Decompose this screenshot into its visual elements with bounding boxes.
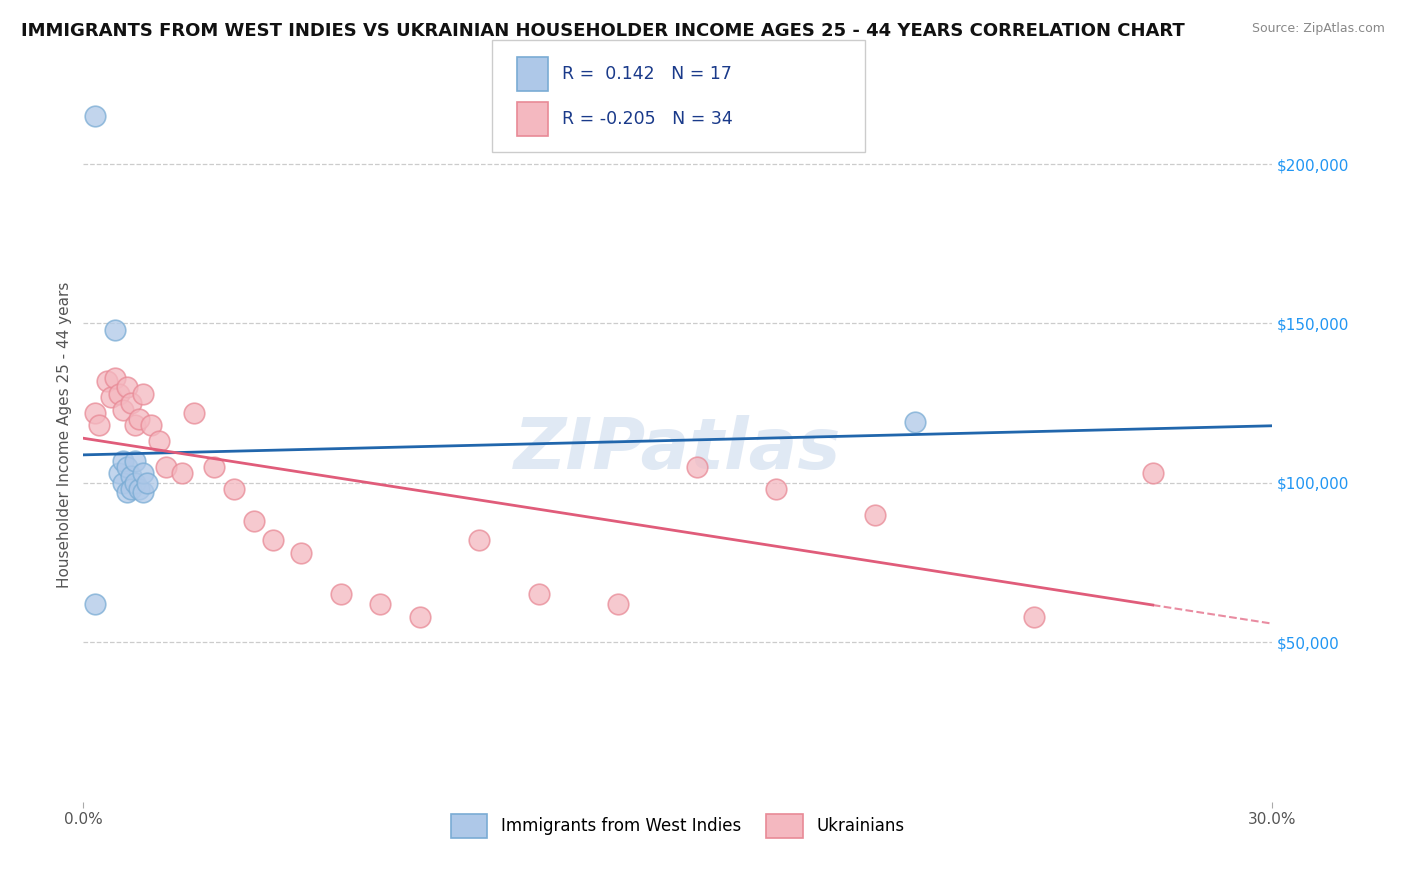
Point — [468, 533, 491, 548]
Point — [96, 374, 118, 388]
Point — [124, 453, 146, 467]
Text: IMMIGRANTS FROM WEST INDIES VS UKRAINIAN HOUSEHOLDER INCOME AGES 25 - 44 YEARS C: IMMIGRANTS FROM WEST INDIES VS UKRAINIAN… — [21, 22, 1185, 40]
Point — [202, 459, 225, 474]
Point — [1022, 609, 1045, 624]
Point — [128, 412, 150, 426]
Point — [131, 467, 153, 481]
Point — [139, 418, 162, 433]
Point — [242, 514, 264, 528]
Point — [904, 415, 927, 429]
Point — [111, 475, 134, 490]
Point — [1142, 467, 1164, 481]
Point — [108, 386, 131, 401]
Point — [686, 459, 709, 474]
Point — [155, 459, 177, 474]
Point — [108, 467, 131, 481]
Point — [865, 508, 887, 522]
Point — [222, 482, 245, 496]
Point — [120, 396, 142, 410]
Text: R =  0.142   N = 17: R = 0.142 N = 17 — [562, 65, 733, 83]
Point — [115, 380, 138, 394]
Point — [765, 482, 787, 496]
Point — [124, 418, 146, 433]
Point — [329, 587, 352, 601]
Point — [290, 546, 312, 560]
Text: R = -0.205   N = 34: R = -0.205 N = 34 — [562, 110, 733, 128]
Point — [131, 386, 153, 401]
Point — [607, 597, 630, 611]
Point — [262, 533, 284, 548]
Point — [84, 109, 107, 123]
Point — [183, 406, 205, 420]
Point — [89, 418, 111, 433]
Point — [128, 482, 150, 496]
Point — [172, 467, 194, 481]
Point — [104, 323, 127, 337]
Point — [148, 434, 170, 449]
Point — [409, 609, 432, 624]
Point — [131, 485, 153, 500]
Point — [120, 469, 142, 483]
Point — [100, 390, 122, 404]
Point — [84, 597, 107, 611]
Text: Source: ZipAtlas.com: Source: ZipAtlas.com — [1251, 22, 1385, 36]
Point — [111, 453, 134, 467]
Point — [527, 587, 550, 601]
Point — [120, 482, 142, 496]
Point — [124, 475, 146, 490]
Point — [104, 370, 127, 384]
Y-axis label: Householder Income Ages 25 - 44 years: Householder Income Ages 25 - 44 years — [58, 282, 72, 588]
Point — [135, 475, 157, 490]
Point — [115, 459, 138, 474]
Point — [111, 402, 134, 417]
Legend: Immigrants from West Indies, Ukrainians: Immigrants from West Indies, Ukrainians — [444, 807, 911, 845]
Text: ZIPatlas: ZIPatlas — [513, 415, 841, 484]
Point — [84, 406, 107, 420]
Point — [370, 597, 392, 611]
Point — [115, 485, 138, 500]
